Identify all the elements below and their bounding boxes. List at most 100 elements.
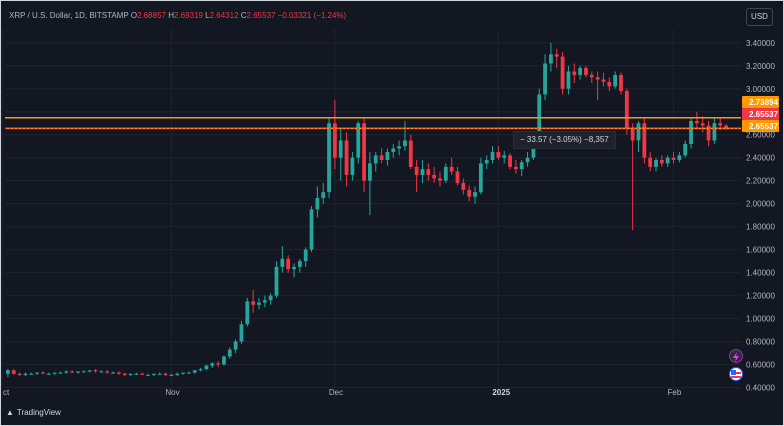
candle: [525, 151, 530, 167]
low-label: L: [205, 11, 210, 20]
candle-body: [525, 157, 530, 163]
candle-body: [414, 166, 419, 175]
candle-body: [338, 140, 343, 158]
candle: [181, 372, 185, 375]
candle: [315, 186, 320, 218]
candle-body: [356, 123, 361, 158]
candle: [607, 77, 612, 92]
low-value: 2.64312: [209, 11, 239, 20]
candle-body: [105, 371, 110, 373]
candle-body: [303, 249, 308, 262]
candle: [245, 297, 250, 327]
candle: [140, 372, 145, 375]
candle: [187, 371, 191, 374]
candle: [519, 159, 524, 177]
open-value: 2.68857: [137, 11, 166, 20]
candle-body: [648, 157, 653, 167]
candle-body: [589, 74, 594, 78]
change-value: −0.03321 (−1.24%): [277, 11, 347, 20]
price-tag-lower-bg: [742, 120, 779, 132]
candle-body: [519, 162, 524, 170]
candle-body: [6, 370, 10, 374]
candle: [432, 166, 437, 183]
candle: [6, 369, 10, 378]
candle: [473, 186, 477, 204]
y-tick-label: 3.00000: [746, 85, 775, 94]
price-tag-upper-bg: [742, 96, 779, 108]
price-tag-middle-bg: [742, 108, 779, 120]
candle-body: [87, 370, 92, 372]
close-label: C: [240, 11, 247, 20]
candle: [490, 146, 495, 164]
tradingview-wordmark: TradingView: [16, 408, 61, 417]
bolt-icon[interactable]: [729, 349, 743, 363]
candle-body: [578, 68, 583, 75]
candle-body: [163, 373, 168, 375]
symbol-title[interactable]: XRP / U.S. Dollar, 1D, BITSTAMP: [9, 11, 129, 20]
candle: [694, 111, 699, 129]
candle: [391, 143, 396, 158]
candle: [484, 155, 489, 170]
candle: [572, 63, 577, 84]
y-tick-label: 0.80000: [746, 338, 775, 347]
candle-body: [233, 341, 238, 350]
candle: [601, 72, 606, 87]
candle: [87, 370, 92, 373]
candle: [554, 48, 559, 69]
high-label: H: [168, 11, 174, 20]
candle-body: [297, 261, 302, 267]
candle-body: [181, 372, 185, 374]
candle: [116, 371, 121, 375]
candle: [420, 159, 425, 183]
candle-body: [630, 128, 635, 141]
candle-body: [543, 63, 547, 95]
candle-body: [700, 123, 705, 126]
y-tick-label: 0.60000: [746, 361, 775, 370]
candle: [262, 295, 267, 308]
candle-body: [613, 74, 618, 87]
candle: [58, 371, 63, 374]
candle: [309, 205, 314, 252]
high-value: 2.69319: [174, 11, 203, 20]
candle-body: [513, 166, 518, 170]
price-tag-upper: 2.73894: [749, 98, 778, 107]
candle-body: [76, 371, 80, 373]
symbol-legend[interactable]: XRP / U.S. Dollar, 1D, BITSTAMP O2.68857…: [9, 11, 346, 20]
candle-body: [146, 374, 150, 376]
candle: [560, 51, 565, 95]
candle: [379, 148, 384, 164]
candle: [99, 370, 104, 373]
flag-icon[interactable]: [729, 367, 743, 381]
candle-body: [665, 157, 670, 164]
currency-button[interactable]: USD: [746, 8, 773, 26]
candle-body: [572, 71, 577, 75]
candle-body: [286, 258, 291, 270]
candle-body: [169, 374, 174, 376]
candle: [17, 372, 22, 377]
candle: [659, 155, 664, 167]
candle-body: [403, 140, 407, 147]
candle-body: [478, 163, 483, 193]
candle-body: [601, 79, 606, 82]
candle: [210, 362, 215, 368]
x-tick-label: 2025: [492, 388, 510, 397]
candle-body: [461, 182, 466, 190]
time-axis[interactable]: ct Nov Dec 2025 Feb: [3, 388, 682, 397]
candle-body: [397, 146, 402, 149]
y-tick-label: 1.60000: [746, 246, 775, 255]
tradingview-logo[interactable]: ▲ TradingView: [6, 408, 61, 417]
candle-body: [619, 74, 623, 92]
candle: [76, 371, 80, 374]
price-axis[interactable]: 3.400003.200003.000002.800002.600002.400…: [746, 39, 775, 393]
candle: [303, 247, 308, 267]
candle: [93, 369, 98, 373]
candle: [105, 370, 110, 374]
y-tick-label: 0.40000: [746, 384, 775, 393]
candle: [321, 182, 326, 204]
candle: [426, 163, 431, 181]
candle: [543, 54, 547, 101]
candle-body: [29, 373, 34, 375]
footer-bar: ▲ TradingView: [1, 402, 783, 425]
